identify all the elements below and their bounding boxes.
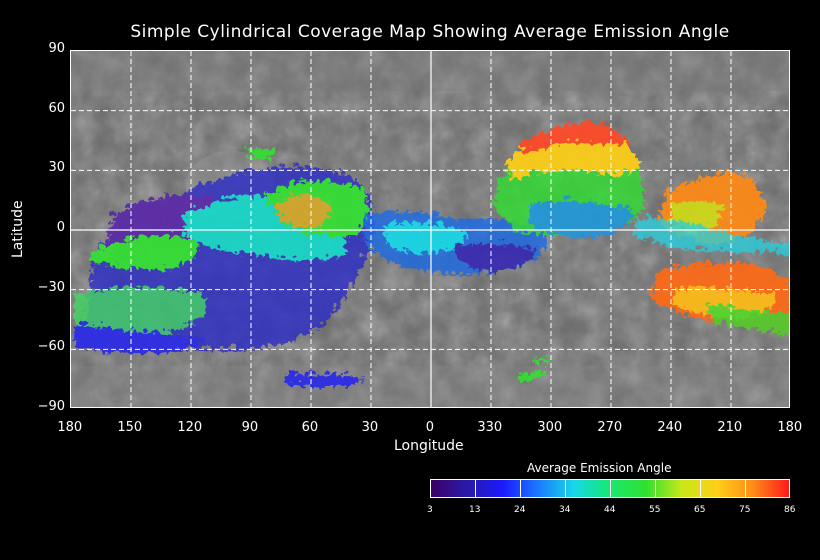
colorbar-tick-label: 55 (649, 505, 661, 515)
colorbar-tick-mark (700, 479, 701, 498)
x-tick-label: 90 (241, 420, 259, 435)
x-tick-label: 60 (301, 420, 319, 435)
colorbar-tick-label: 75 (739, 505, 751, 515)
colorbar-tick-mark (520, 479, 521, 498)
coverage-patch (516, 119, 626, 151)
x-tick-label: 240 (657, 420, 683, 435)
coverage-patch (381, 219, 463, 250)
coverage-patch (86, 232, 193, 266)
x-tick-label: 30 (361, 420, 379, 435)
x-tick-label: 150 (117, 420, 143, 435)
colorbar-tick-label: 34 (559, 505, 571, 515)
y-axis-title: Latitude (10, 200, 26, 258)
colorbar-tick-mark (565, 479, 566, 498)
coverage-patch (271, 191, 331, 226)
y-tick-label: −90 (37, 399, 65, 414)
colorbar-tick-label: 44 (604, 505, 616, 515)
coverage-patch (71, 283, 203, 333)
y-tick-label: −30 (37, 279, 65, 295)
x-tick-label: 300 (537, 420, 563, 435)
x-tick-label: 180 (777, 420, 803, 435)
colorbar-tick-mark (745, 479, 746, 498)
x-tick-label: 120 (177, 420, 203, 435)
y-tick-label: −60 (37, 339, 65, 355)
y-tick-label: 30 (48, 160, 65, 176)
map-title: Simple Cylindrical Coverage Map Showing … (130, 22, 730, 42)
colorbar-tick-mark (475, 479, 476, 498)
coverage-patch (526, 197, 631, 234)
x-tick-label: 270 (597, 420, 623, 435)
y-tick-label: 0 (56, 220, 65, 235)
y-tick-label: 90 (48, 41, 65, 56)
colorbar-tick-mark (655, 479, 656, 498)
coverage-patch (701, 301, 789, 331)
coverage-patch (281, 370, 361, 384)
x-axis-title: Longitude (394, 438, 464, 454)
coverage-patch (241, 143, 271, 156)
x-tick-label: 210 (717, 420, 743, 435)
coverage-map (70, 50, 790, 408)
colorbar-tick-mark (610, 479, 611, 498)
y-tick-label: 60 (48, 100, 65, 116)
coverage-map-svg (71, 51, 789, 407)
grid-lines (71, 51, 789, 407)
colorbar-tick-label: 65 (694, 505, 706, 515)
colorbar-tick-label: 86 (784, 505, 796, 515)
colorbar-tick-label: 3 (427, 505, 433, 515)
x-tick-label: 330 (477, 420, 503, 435)
colorbar-tick-label: 24 (514, 505, 526, 515)
coverage-patch (71, 321, 201, 351)
coverage-patches (71, 119, 789, 384)
x-tick-label: 180 (57, 420, 83, 435)
coverage-patch (511, 368, 541, 378)
x-tick-label: 0 (425, 420, 435, 435)
colorbar-tick-label: 13 (469, 505, 481, 515)
colorbar-title: Average Emission Angle (527, 461, 672, 475)
coverage-patch (526, 354, 551, 362)
